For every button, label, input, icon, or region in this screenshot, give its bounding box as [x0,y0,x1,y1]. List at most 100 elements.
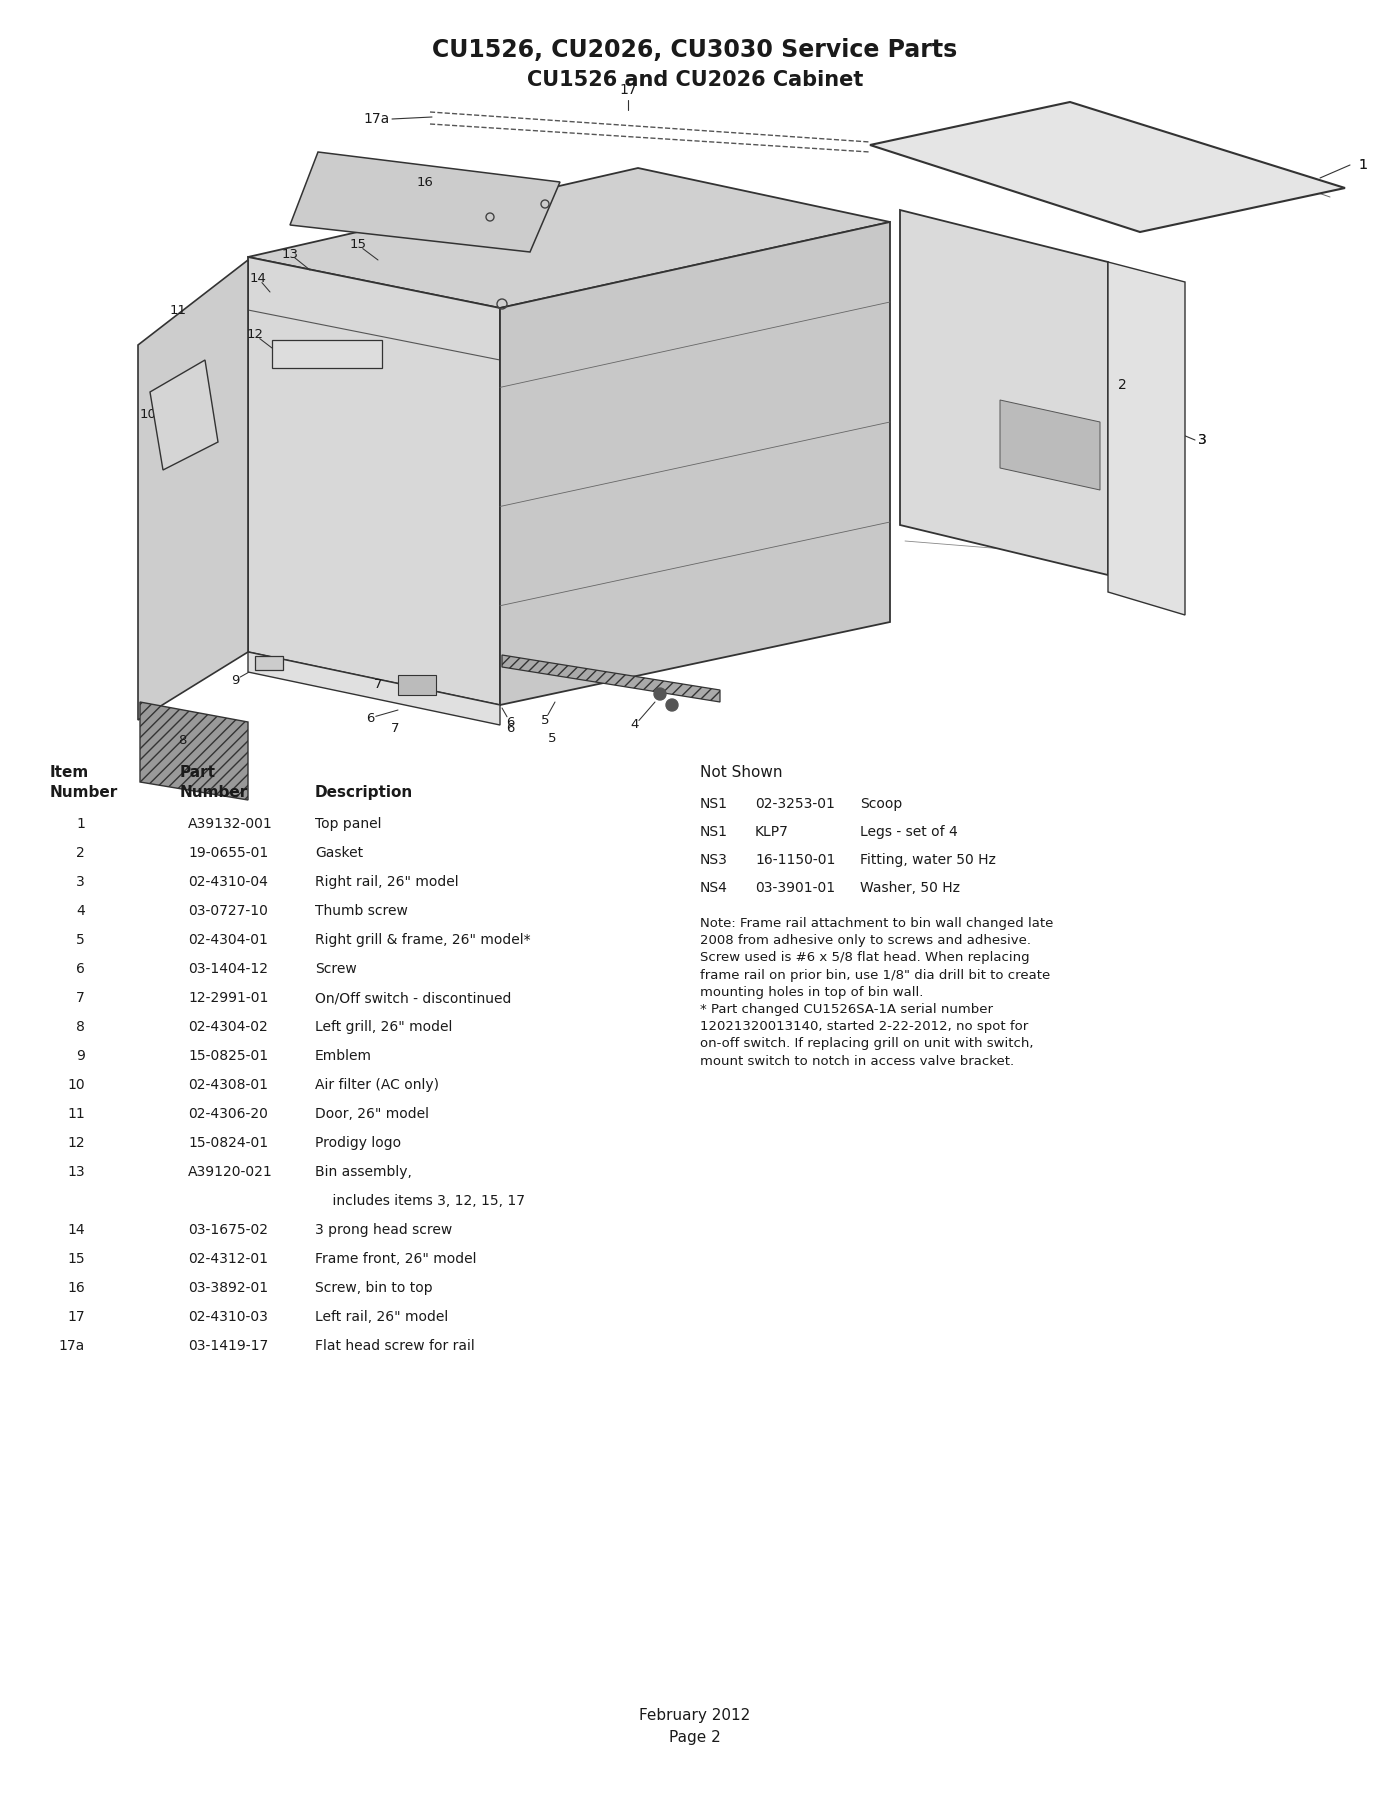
Text: 15: 15 [349,238,366,252]
Text: 17a: 17a [364,112,389,126]
Text: 3 prong head screw: 3 prong head screw [314,1222,452,1237]
Text: Prodigy logo: Prodigy logo [314,1136,401,1150]
Text: 17: 17 [67,1310,85,1325]
Polygon shape [248,652,499,725]
Text: 5: 5 [77,932,85,947]
Text: Number: Number [50,785,118,799]
Text: Thumb screw: Thumb screw [314,904,408,918]
Text: 03-3901-01: 03-3901-01 [755,880,835,895]
Polygon shape [1000,400,1100,490]
Polygon shape [502,655,721,702]
Text: 2: 2 [77,846,85,860]
Text: 02-4310-04: 02-4310-04 [188,875,268,889]
Text: 14: 14 [249,272,267,284]
Text: 12: 12 [67,1136,85,1150]
Polygon shape [900,211,1109,574]
Text: Number: Number [179,785,248,799]
Polygon shape [248,257,499,706]
Text: 03-1404-12: 03-1404-12 [188,961,268,976]
Text: 3: 3 [77,875,85,889]
Text: CU1526 and CU2026 Cabinet: CU1526 and CU2026 Cabinet [527,70,864,90]
Text: Screw, bin to top: Screw, bin to top [314,1282,433,1294]
Text: 3: 3 [1198,434,1207,446]
Text: 10: 10 [67,1078,85,1093]
Polygon shape [499,221,890,706]
Bar [398,675,435,695]
Text: Screw: Screw [314,961,356,976]
Text: NS1: NS1 [700,824,727,839]
Text: Not Shown: Not Shown [700,765,783,779]
Text: 13: 13 [67,1165,85,1179]
Text: 16: 16 [416,176,434,189]
Bar [273,340,383,367]
Text: 15-0824-01: 15-0824-01 [188,1136,268,1150]
Text: 16: 16 [67,1282,85,1294]
Polygon shape [248,167,890,308]
Text: 02-4312-01: 02-4312-01 [188,1253,268,1265]
Text: Part: Part [179,765,216,779]
Text: CU1526, CU2026, CU3030 Service Parts: CU1526, CU2026, CU3030 Service Parts [433,38,957,61]
Text: 15: 15 [67,1253,85,1265]
Text: 1: 1 [1358,158,1367,173]
Text: 19-0655-01: 19-0655-01 [188,846,268,860]
Text: 12-2991-01: 12-2991-01 [188,992,268,1004]
Text: On/Off switch - discontinued: On/Off switch - discontinued [314,992,512,1004]
Text: 03-1419-17: 03-1419-17 [188,1339,268,1354]
Text: 02-4308-01: 02-4308-01 [188,1078,268,1093]
Text: 11: 11 [170,304,186,317]
Text: 15-0825-01: 15-0825-01 [188,1049,268,1064]
Text: Air filter (AC only): Air filter (AC only) [314,1078,440,1093]
Text: 2: 2 [1118,378,1127,392]
Text: 7: 7 [374,679,383,691]
Text: KLP7: KLP7 [755,824,789,839]
Text: 02-4306-20: 02-4306-20 [188,1107,268,1121]
Text: 6: 6 [506,722,515,734]
Text: 10: 10 [139,409,156,421]
Text: NS4: NS4 [700,880,727,895]
Bar [255,655,282,670]
Polygon shape [150,360,218,470]
Text: 02-3253-01: 02-3253-01 [755,797,835,812]
Text: 03-3892-01: 03-3892-01 [188,1282,268,1294]
Text: Left grill, 26" model: Left grill, 26" model [314,1021,452,1033]
Text: NS1: NS1 [700,797,727,812]
Text: NS3: NS3 [700,853,727,868]
Text: Fitting, water 50 Hz: Fitting, water 50 Hz [860,853,996,868]
Text: 9: 9 [77,1049,85,1064]
Text: Door, 26" model: Door, 26" model [314,1107,428,1121]
Text: A39120-021: A39120-021 [188,1165,273,1179]
Text: A39132-001: A39132-001 [188,817,273,832]
Text: 11: 11 [67,1107,85,1121]
Text: February 2012
Page 2: February 2012 Page 2 [640,1708,751,1744]
Text: 03-1675-02: 03-1675-02 [188,1222,268,1237]
Text: Frame front, 26" model: Frame front, 26" model [314,1253,477,1265]
Text: Gasket: Gasket [314,846,363,860]
Polygon shape [140,702,248,799]
Text: 02-4310-03: 02-4310-03 [188,1310,268,1325]
Text: 7: 7 [391,722,399,734]
Text: 6: 6 [366,711,374,724]
Polygon shape [1109,263,1185,616]
Text: Flat head screw for rail: Flat head screw for rail [314,1339,474,1354]
Text: 13: 13 [281,247,299,261]
Text: 8: 8 [77,1021,85,1033]
Text: Washer, 50 Hz: Washer, 50 Hz [860,880,960,895]
Text: Bin assembly,: Bin assembly, [314,1165,412,1179]
Text: Right rail, 26" model: Right rail, 26" model [314,875,459,889]
Circle shape [666,698,677,711]
Text: 9: 9 [231,673,239,686]
Polygon shape [138,259,248,720]
Text: 6: 6 [77,961,85,976]
Text: Left rail, 26" model: Left rail, 26" model [314,1310,448,1325]
Polygon shape [289,151,561,252]
Text: 03-0727-10: 03-0727-10 [188,904,268,918]
Text: 4: 4 [77,904,85,918]
Text: Emblem: Emblem [314,1049,371,1064]
Text: 2: 2 [1118,378,1127,392]
Text: Item: Item [50,765,89,779]
Text: 6: 6 [506,715,515,729]
Text: Right grill & frame, 26" model*: Right grill & frame, 26" model* [314,932,530,947]
Text: 4: 4 [630,718,640,731]
Text: 5: 5 [541,713,549,727]
Text: Note: Frame rail attachment to bin wall changed late
2008 from adhesive only to : Note: Frame rail attachment to bin wall … [700,916,1053,1067]
